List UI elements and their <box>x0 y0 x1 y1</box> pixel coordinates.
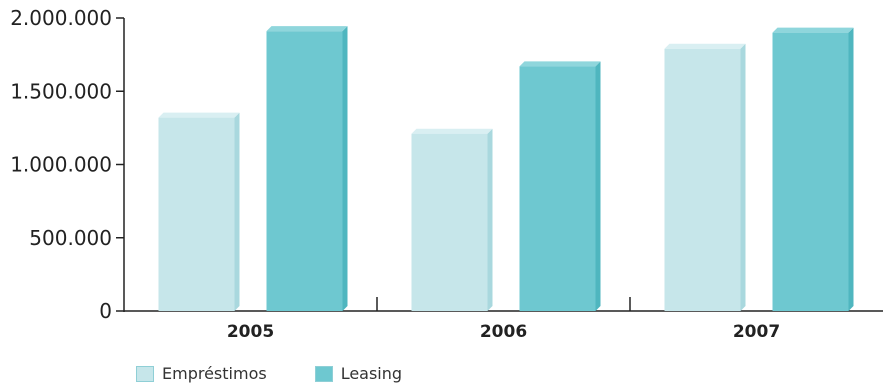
bar-2006-1 <box>519 61 601 311</box>
bar-2005-1 <box>266 26 348 312</box>
y-tick-label: 2.000.000 <box>10 6 112 30</box>
y-tick-label: 1.500.000 <box>10 79 112 103</box>
bar-top <box>519 61 601 67</box>
bar-front <box>664 48 741 311</box>
bar-side <box>740 43 746 311</box>
bar-side <box>234 112 240 312</box>
bar-top <box>664 43 746 49</box>
y-tick-label: 500.000 <box>29 226 112 250</box>
bar-top <box>158 112 240 118</box>
legend-label-leasing: Leasing <box>340 364 403 383</box>
bar-2006-0 <box>411 128 493 311</box>
bar-side <box>342 26 348 312</box>
legend: Empréstimos Leasing <box>136 364 402 383</box>
y-tick-label: 1.000.000 <box>10 153 112 177</box>
x-tick-label: 2005 <box>227 322 274 342</box>
legend-item-leasing: Leasing <box>314 364 403 383</box>
x-tick-label: 2007 <box>733 322 780 342</box>
y-axis-ticks: 0 500.000 1.000.000 1.500.000 2.000.000 <box>10 6 124 323</box>
bar-2007-1 <box>772 27 854 312</box>
y-tick-label: 0 <box>99 299 112 323</box>
bar-front <box>411 133 488 311</box>
legend-label-emprestimos: Empréstimos <box>162 364 267 383</box>
bar-2007-0 <box>664 43 746 311</box>
bars <box>158 26 854 312</box>
bar-top <box>266 26 348 32</box>
bar-front <box>158 117 235 312</box>
bar-top <box>772 27 854 33</box>
legend-swatch-emprestimos <box>136 365 154 382</box>
legend-item-emprestimos: Empréstimos <box>136 364 267 383</box>
bar-2005-0 <box>158 112 240 312</box>
bar-front <box>772 32 849 312</box>
bar-side <box>595 61 601 311</box>
bar-side <box>848 27 854 312</box>
x-axis-ticks: 2005 2006 2007 <box>227 297 780 342</box>
legend-swatch-leasing <box>314 365 333 382</box>
x-tick-label: 2006 <box>480 322 527 342</box>
bar-front <box>266 31 343 312</box>
bar-top <box>411 128 493 134</box>
bar-side <box>487 128 493 311</box>
bar-front <box>519 66 596 311</box>
